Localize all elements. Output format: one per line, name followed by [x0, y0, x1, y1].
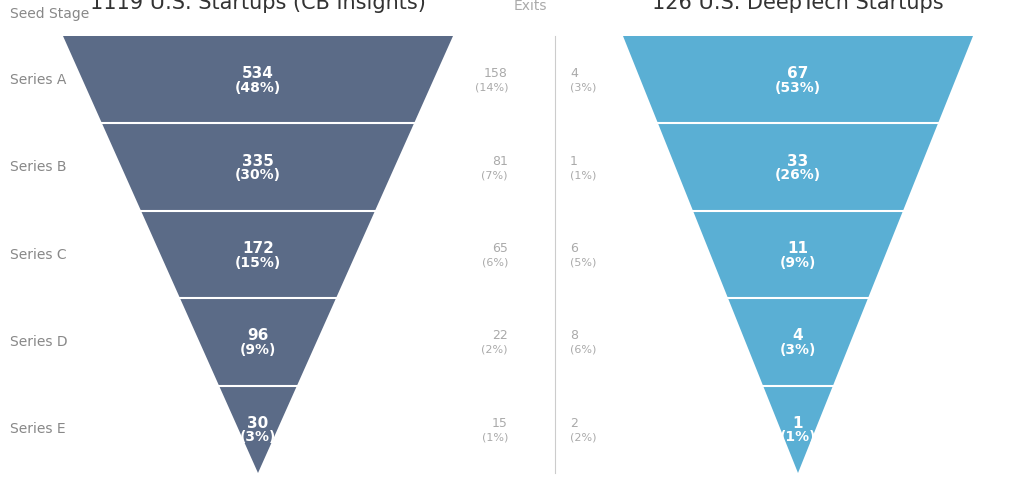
Text: (6%): (6%)	[481, 257, 508, 268]
Text: Series B: Series B	[10, 160, 67, 174]
Polygon shape	[658, 123, 938, 211]
Text: (1%): (1%)	[779, 430, 816, 444]
Polygon shape	[623, 36, 973, 123]
Text: (53%): (53%)	[775, 81, 821, 95]
Polygon shape	[693, 211, 903, 298]
Text: Series A: Series A	[10, 73, 67, 87]
Text: (1%): (1%)	[481, 432, 508, 442]
Text: 15: 15	[493, 417, 508, 430]
Text: (3%): (3%)	[240, 430, 276, 444]
Text: 1119 U.S. Startups (CB Insights): 1119 U.S. Startups (CB Insights)	[90, 0, 426, 13]
Text: 2: 2	[570, 417, 578, 430]
Text: 1: 1	[793, 416, 803, 431]
Text: (48%): (48%)	[234, 81, 282, 95]
Text: (6%): (6%)	[570, 345, 596, 355]
Text: 4: 4	[793, 328, 803, 343]
Text: (1%): (1%)	[570, 170, 596, 180]
Text: 22: 22	[493, 329, 508, 342]
Text: Series C: Series C	[10, 247, 67, 262]
Text: 33: 33	[787, 154, 809, 168]
Text: (15%): (15%)	[234, 255, 282, 270]
Text: 172: 172	[242, 241, 274, 256]
Polygon shape	[141, 211, 375, 298]
Text: (3%): (3%)	[570, 82, 596, 93]
Polygon shape	[180, 298, 336, 385]
Text: (9%): (9%)	[240, 343, 276, 357]
Text: 158: 158	[484, 67, 508, 80]
Text: (30%): (30%)	[234, 168, 281, 182]
Text: 6: 6	[570, 242, 578, 255]
Text: 126 U.S. DeepTech Startups: 126 U.S. DeepTech Startups	[652, 0, 944, 13]
Polygon shape	[63, 36, 453, 123]
Text: (9%): (9%)	[780, 255, 816, 270]
Text: 81: 81	[493, 155, 508, 167]
Text: 96: 96	[248, 328, 268, 343]
Text: 8: 8	[570, 329, 578, 342]
Text: Exits: Exits	[513, 0, 547, 13]
Polygon shape	[728, 298, 868, 385]
Text: (2%): (2%)	[481, 345, 508, 355]
Text: (26%): (26%)	[775, 168, 821, 182]
Text: 67: 67	[787, 66, 809, 81]
Text: (5%): (5%)	[570, 257, 596, 268]
Text: 335: 335	[242, 154, 274, 168]
Polygon shape	[763, 385, 833, 473]
Text: 30: 30	[248, 416, 268, 431]
Text: Seed Stage: Seed Stage	[10, 7, 89, 21]
Text: (14%): (14%)	[474, 82, 508, 93]
Polygon shape	[219, 385, 297, 473]
Text: Series D: Series D	[10, 335, 68, 349]
Text: 534: 534	[242, 66, 274, 81]
Text: (7%): (7%)	[481, 170, 508, 180]
Text: Series E: Series E	[10, 422, 66, 436]
Polygon shape	[102, 123, 414, 211]
Text: 1: 1	[570, 155, 578, 167]
Text: 65: 65	[493, 242, 508, 255]
Text: (3%): (3%)	[780, 343, 816, 357]
Text: (2%): (2%)	[570, 432, 597, 442]
Text: 4: 4	[570, 67, 578, 80]
Text: 11: 11	[787, 241, 809, 256]
